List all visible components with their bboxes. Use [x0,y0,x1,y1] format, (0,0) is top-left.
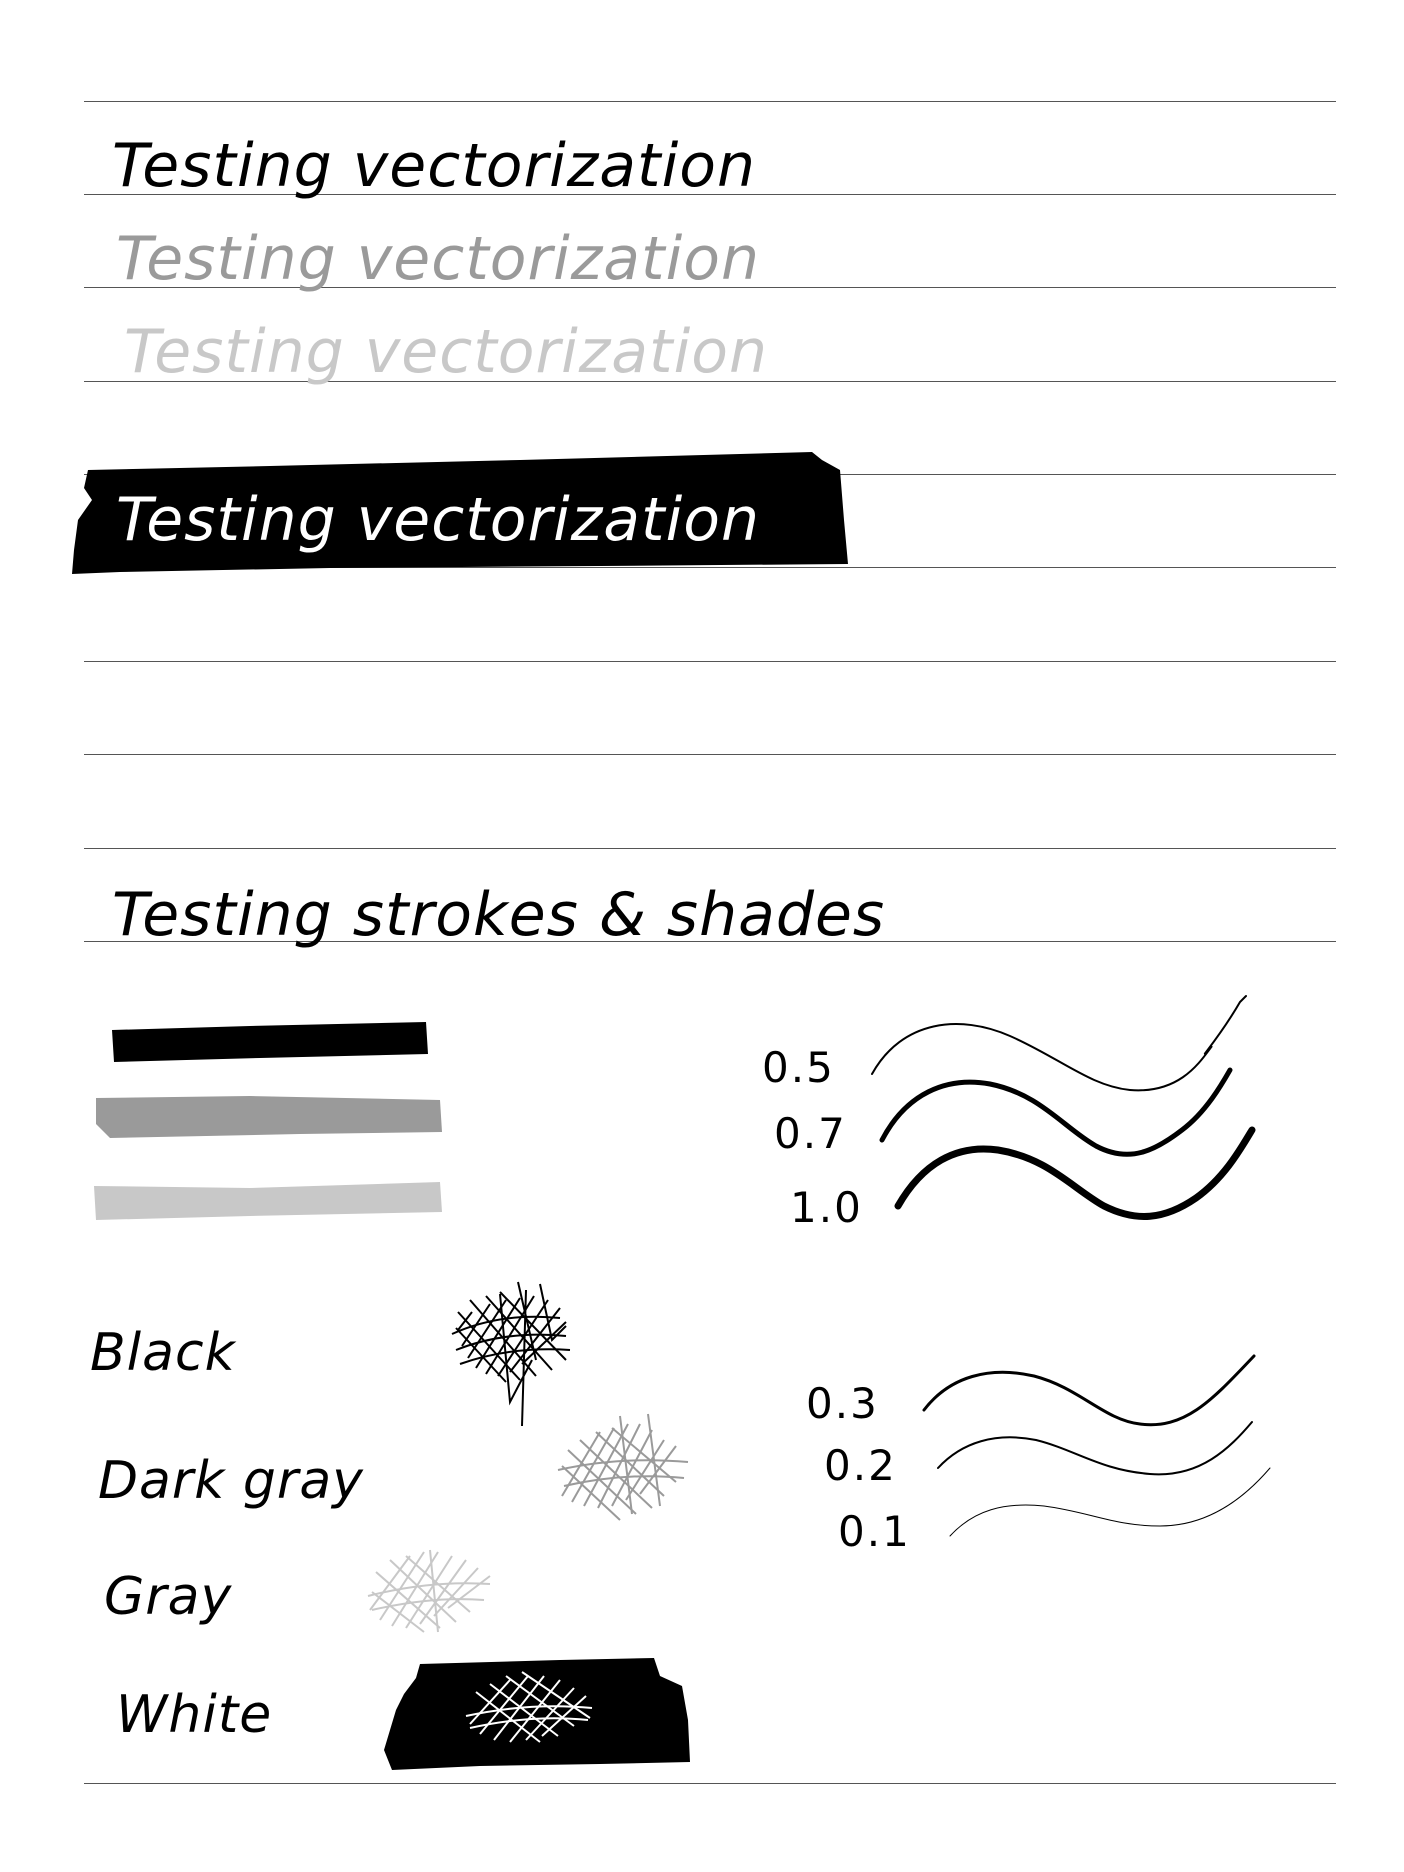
width-label-0-2: 0.2 [824,1441,897,1490]
width-label-0-5: 0.5 [762,1043,835,1092]
handwriting-black: Testing vectorization [112,131,756,201]
scribble-black [451,1281,571,1427]
stroke-wave-0-5 [871,995,1247,1092]
scribble-white [465,1671,593,1743]
swatch-black [112,1022,428,1062]
stroke-wave-1-0 [894,1126,1256,1220]
swatch-dark-gray [96,1096,442,1138]
stroke-wave-0-7 [879,1067,1233,1157]
stroke-wave-0-1 [949,1467,1271,1537]
stroke-wave-0-3 [922,1354,1256,1427]
swatch-gray [94,1182,442,1220]
scribble-dark-gray [557,1413,689,1521]
black-swatch-band [384,1658,690,1770]
width-label-0-7: 0.7 [774,1109,847,1158]
ruled-line [84,381,1336,382]
label-white: White [116,1685,272,1745]
black-highlight-band [72,452,848,574]
width-label-0-3: 0.3 [806,1379,879,1428]
ruled-line [84,661,1336,662]
ruled-line [84,941,1336,942]
handwriting-white: Testing vectorization [116,485,760,555]
label-gray: Gray [104,1567,233,1627]
stroke-wave-0-2 [937,1421,1253,1476]
ruled-line [84,567,1336,568]
width-label-0-1: 0.1 [838,1507,911,1556]
ruled-line [84,101,1336,102]
label-black: Black [90,1323,237,1383]
ruled-line [84,194,1336,195]
handwriting-dark-gray: Testing vectorization [116,224,760,294]
ruled-line [84,848,1336,849]
width-label-1-0: 1.0 [790,1183,863,1232]
handwriting-gray: Testing vectorization [124,317,768,387]
ruled-line [84,1783,1336,1784]
label-dark-gray: Dark gray [98,1451,364,1511]
scribble-gray [367,1549,491,1633]
ruled-line [84,287,1336,288]
ruled-line [84,754,1336,755]
section-heading: Testing strokes & shades [112,880,885,950]
